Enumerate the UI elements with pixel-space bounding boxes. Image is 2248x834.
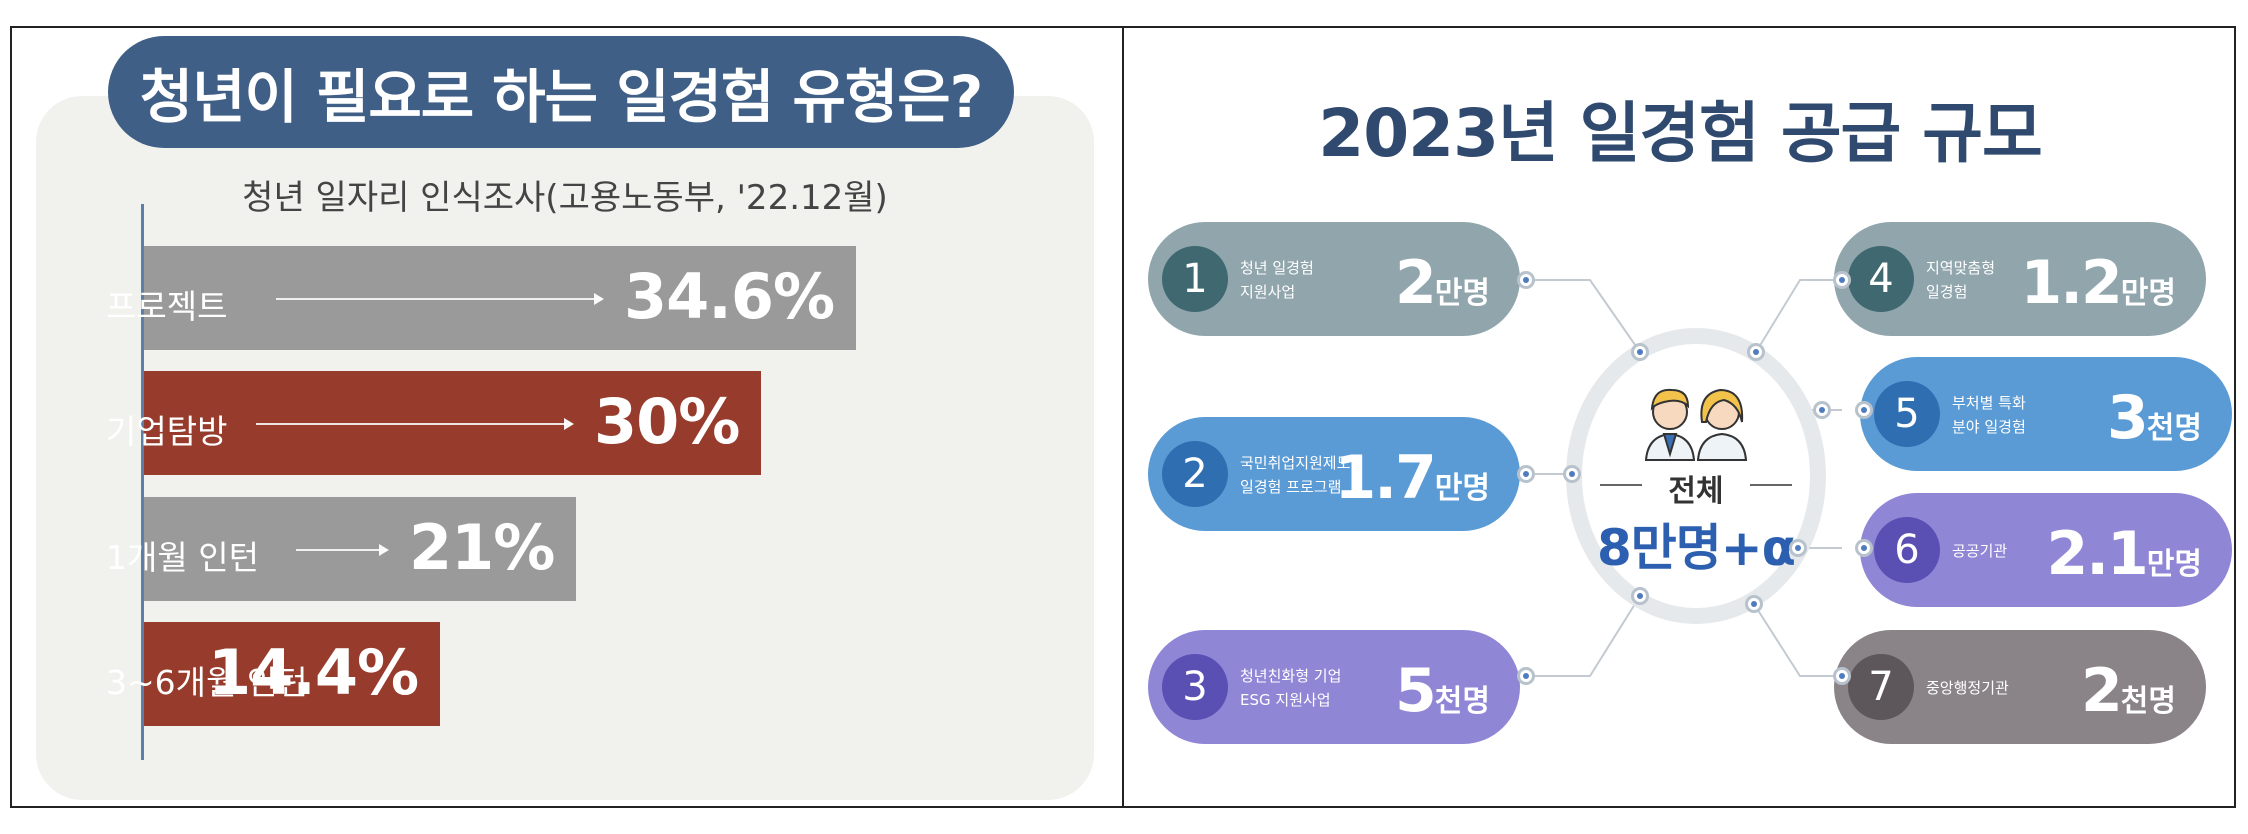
bar-category-label: 1개월 인턴 — [106, 538, 259, 577]
node-6: 6 공공기관 2.1 만명 — [1860, 493, 2232, 607]
connector-dot — [1631, 343, 1649, 361]
bar-value-label: 14.4% — [208, 636, 419, 709]
node-number: 7 — [1848, 654, 1914, 720]
node-value: 2 만명 — [1395, 222, 1490, 336]
node-description: 지역맞춤형 일경험 — [1926, 259, 1996, 301]
node-value-unit: 천명 — [2146, 411, 2202, 446]
connector-dot — [1517, 465, 1535, 483]
node-number: 2 — [1162, 441, 1228, 507]
connector-dot — [1855, 401, 1873, 419]
bar-arrow — [296, 544, 389, 556]
connector-dot — [1813, 401, 1831, 419]
node-value: 3 천명 — [2107, 357, 2202, 471]
node-7: 7 중앙행정기관 2 천명 — [1834, 630, 2206, 744]
bar-category-label: 3~6개월 인턴 — [106, 663, 308, 702]
node-description: 청년친화형 기업 ESG 지원사업 — [1240, 667, 1342, 709]
bar-axis-line — [141, 204, 144, 760]
connector-dot — [1789, 539, 1807, 557]
center-total-label: 전체 — [1668, 474, 1724, 509]
node-value-number: 2 — [1395, 248, 1437, 318]
node-value-number: 3 — [2107, 383, 2149, 453]
node-number: 3 — [1162, 654, 1228, 720]
left-chart-title: 청년이 필요로 하는 일경험 유형은? — [108, 36, 1014, 148]
node-value: 1.7 만명 — [1335, 417, 1491, 531]
node-value-number: 2 — [2081, 656, 2123, 726]
connector-dot — [1517, 667, 1535, 685]
bar-value-label: 34.6% — [624, 260, 835, 333]
node-description: 청년 일경험 지원사업 — [1240, 259, 1314, 301]
center-label-line-left — [1600, 484, 1642, 486]
center-total-value: 8만명+α — [1596, 519, 1796, 577]
bar-value-label: 30% — [594, 385, 740, 458]
node-number: 5 — [1874, 381, 1940, 447]
node-description: 공공기관 — [1952, 542, 2008, 560]
node-value: 2 천명 — [2081, 630, 2176, 744]
bar-arrow — [276, 293, 604, 305]
node-value-unit: 천명 — [2120, 684, 2176, 719]
node-value-unit: 만명 — [2120, 276, 2176, 311]
panel-divider — [1122, 26, 1124, 808]
node-value-unit: 천명 — [1434, 684, 1490, 719]
node-number: 6 — [1874, 517, 1940, 583]
node-description: 부처별 특화 분야 일경험 — [1952, 394, 2026, 436]
center-label-line-right — [1750, 484, 1792, 486]
node-value: 2.1 만명 — [2047, 493, 2203, 607]
connector-dot — [1747, 343, 1765, 361]
node-3: 3 청년친화형 기업 ESG 지원사업 5 천명 — [1148, 630, 1520, 744]
node-value-number: 1.2 — [2020, 248, 2123, 318]
connector-dot — [1855, 539, 1873, 557]
bar-value-label: 21% — [409, 511, 555, 584]
connector-dot — [1563, 465, 1581, 483]
people-icon — [1644, 388, 1748, 461]
node-1: 1 청년 일경험 지원사업 2 만명 — [1148, 222, 1520, 336]
node-5: 5 부처별 특화 분야 일경험 3 천명 — [1860, 357, 2232, 471]
node-value-unit: 만명 — [1434, 471, 1490, 506]
connector-dot — [1745, 595, 1763, 613]
node-number: 4 — [1848, 246, 1914, 312]
connector-dot — [1631, 587, 1649, 605]
bar-arrow — [256, 418, 574, 430]
connector-dot — [1517, 271, 1535, 289]
node-description: 국민취업지원제도 일경험 프로그램 — [1240, 454, 1351, 496]
node-4: 4 지역맞춤형 일경험 1.2 만명 — [1834, 222, 2206, 336]
node-2: 2 국민취업지원제도 일경험 프로그램 1.7 만명 — [1148, 417, 1520, 531]
node-value-number: 5 — [1395, 656, 1437, 726]
connector-dot — [1833, 667, 1851, 685]
node-value-number: 2.1 — [2046, 519, 2149, 589]
connector-dot — [1833, 271, 1851, 289]
node-value-unit: 만명 — [1434, 276, 1490, 311]
left-chart-subtitle: 청년 일자리 인식조사(고용노동부, '22.12월) — [242, 178, 888, 218]
node-number: 1 — [1162, 246, 1228, 312]
bar-category-label: 프로젝트 — [106, 287, 228, 326]
bar-category-label: 기업탐방 — [106, 412, 228, 451]
center-circle — [1582, 344, 1810, 608]
node-description: 중앙행정기관 — [1926, 679, 2009, 697]
node-value-number: 1.7 — [1334, 443, 1437, 513]
bar-4 — [144, 622, 440, 726]
node-value: 5 천명 — [1395, 630, 1490, 744]
node-value-unit: 만명 — [2146, 547, 2202, 582]
right-panel-title: 2023년 일경험 공급 규모 — [1318, 95, 2042, 172]
node-value: 1.2 만명 — [2021, 222, 2177, 336]
